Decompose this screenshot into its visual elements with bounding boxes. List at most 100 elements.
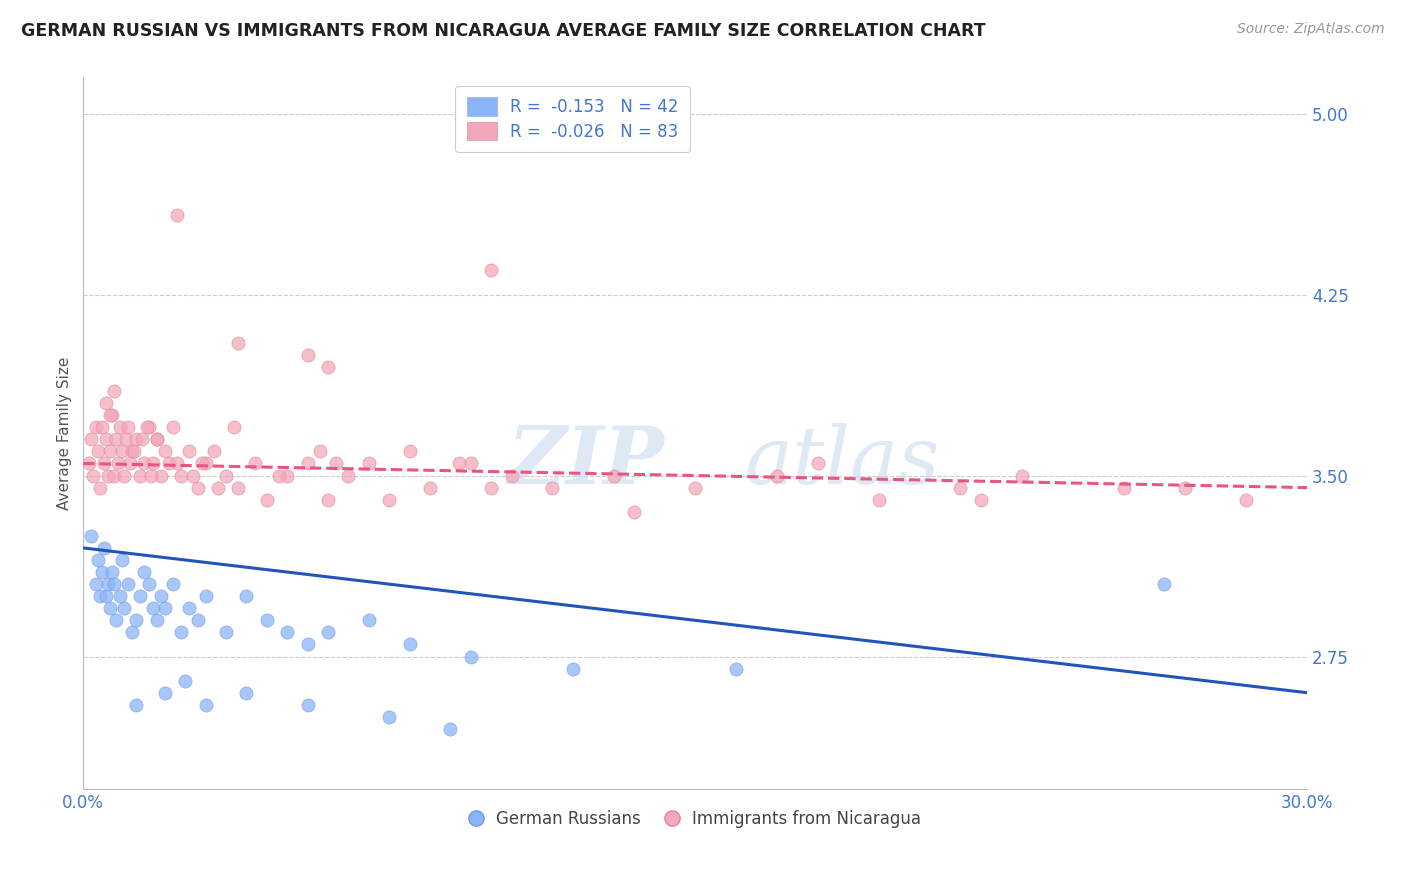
Point (398, 637, 420, 651)
Point (868, 492, 890, 507)
Point (162, 577, 184, 591)
Point (142, 601, 165, 615)
Point (276, 625, 298, 640)
Point (104, 433, 127, 447)
Point (479, 263, 502, 277)
Point (949, 481, 972, 495)
Point (337, 468, 360, 483)
Point (157, 457, 180, 471)
Point (89, 481, 111, 495)
Point (243, 457, 266, 471)
Point (84, 577, 107, 591)
Point (215, 625, 238, 640)
Point (561, 662, 583, 676)
Point (98, 444, 121, 458)
Point (131, 433, 153, 447)
Point (125, 613, 148, 627)
Point (194, 589, 217, 603)
Point (170, 625, 193, 640)
Point (94, 433, 117, 447)
Point (108, 589, 131, 603)
Point (765, 468, 787, 483)
Point (226, 481, 249, 495)
Point (135, 420, 157, 434)
Point (86, 553, 108, 567)
Text: atlas: atlas (744, 423, 939, 500)
Point (94, 396, 117, 410)
Point (970, 492, 993, 507)
Point (79, 457, 101, 471)
Point (101, 565, 124, 579)
Point (447, 457, 470, 471)
Point (101, 409, 124, 423)
Point (170, 468, 193, 483)
Point (235, 686, 257, 700)
Point (419, 481, 441, 495)
Point (103, 468, 125, 483)
Point (179, 444, 201, 458)
Text: GERMAN RUSSIAN VS IMMIGRANTS FROM NICARAGUA AVERAGE FAMILY SIZE CORRELATION CHAR: GERMAN RUSSIAN VS IMMIGRANTS FROM NICARA… (21, 22, 986, 40)
Point (179, 601, 201, 615)
Point (541, 481, 564, 495)
Point (226, 335, 249, 350)
Point (325, 457, 347, 471)
Point (145, 613, 167, 627)
Point (149, 589, 172, 603)
Point (398, 444, 420, 458)
Point (103, 384, 125, 398)
Point (378, 710, 401, 724)
Point (86, 444, 108, 458)
Point (357, 457, 380, 471)
Point (108, 420, 131, 434)
Point (125, 433, 148, 447)
Point (153, 686, 176, 700)
Point (439, 722, 461, 736)
Point (1234, 492, 1257, 507)
Point (98, 601, 121, 615)
Point (479, 481, 502, 495)
Point (120, 457, 142, 471)
Point (501, 468, 523, 483)
Point (297, 637, 319, 651)
Point (166, 457, 188, 471)
Point (806, 457, 828, 471)
Point (125, 698, 148, 712)
Point (112, 601, 135, 615)
Point (194, 457, 217, 471)
Point (98, 409, 121, 423)
Point (1174, 481, 1197, 495)
Point (194, 698, 217, 712)
Point (97, 577, 120, 591)
Point (683, 481, 706, 495)
Point (235, 589, 257, 603)
Point (112, 468, 135, 483)
Point (97, 468, 120, 483)
Point (117, 420, 139, 434)
Point (80, 529, 103, 543)
Point (138, 577, 160, 591)
Point (309, 444, 332, 458)
Point (115, 433, 138, 447)
Point (84, 420, 107, 434)
Point (1011, 468, 1033, 483)
Point (90, 420, 112, 434)
Point (316, 625, 339, 640)
Point (153, 601, 176, 615)
Point (166, 208, 188, 222)
Point (103, 577, 125, 591)
Point (93, 457, 115, 471)
Point (162, 420, 184, 434)
Point (149, 468, 172, 483)
Point (602, 468, 624, 483)
Point (89, 589, 111, 603)
Point (111, 444, 134, 458)
Point (139, 468, 162, 483)
Point (256, 613, 278, 627)
Point (129, 468, 152, 483)
Point (129, 589, 152, 603)
Point (215, 468, 238, 483)
Point (276, 468, 298, 483)
Point (138, 420, 160, 434)
Point (460, 457, 482, 471)
Point (256, 492, 278, 507)
